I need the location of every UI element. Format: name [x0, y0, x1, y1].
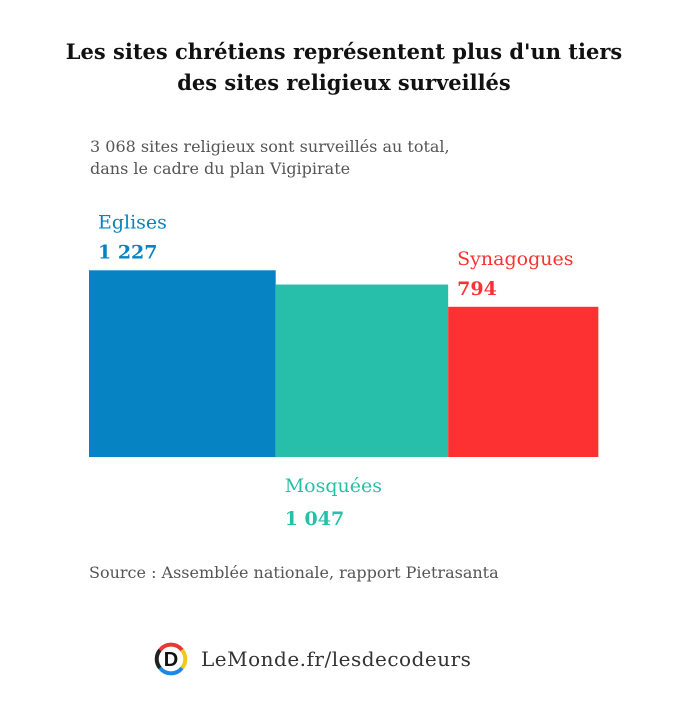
footer-link[interactable]: LeMonde.fr/lesdecodeurs	[201, 647, 472, 671]
source-note: Source : Assemblée nationale, rapport Pi…	[89, 563, 499, 582]
chart-subtitle: 3 068 sites religieux sont surveillés au…	[90, 136, 450, 180]
decodeurs-logo-icon: D	[154, 642, 188, 676]
value-label-mosques: 1 047	[285, 508, 345, 530]
category-label-mosques: Mosquées	[285, 475, 382, 497]
svg-text:D: D	[164, 649, 178, 671]
category-label-synagogues: Synagogues	[457, 248, 573, 270]
subtitle-line-1: 3 068 sites religieux sont surveillés au…	[90, 137, 450, 156]
chart-area: Eglises 1 227 Mosquées 1 047 Synagogues 794	[89, 211, 599, 530]
value-label-synagogues: 794	[457, 278, 497, 300]
bar-eglises	[89, 270, 276, 457]
chart-title: Les sites chrétiens représentent plus d'…	[0, 36, 688, 98]
value-label-eglises: 1 227	[98, 241, 158, 263]
category-label-eglises: Eglises	[98, 211, 167, 233]
title-line-2: des sites religieux surveillés	[177, 70, 511, 95]
bar-synagogues	[448, 306, 599, 457]
subtitle-line-2: dans le cadre du plan Vigipirate	[90, 159, 351, 178]
title-line-1: Les sites chrétiens représentent plus d'…	[65, 39, 623, 64]
bar-mosques	[275, 284, 449, 457]
footer: D LeMonde.fr/lesdecodeurs	[153, 641, 471, 677]
